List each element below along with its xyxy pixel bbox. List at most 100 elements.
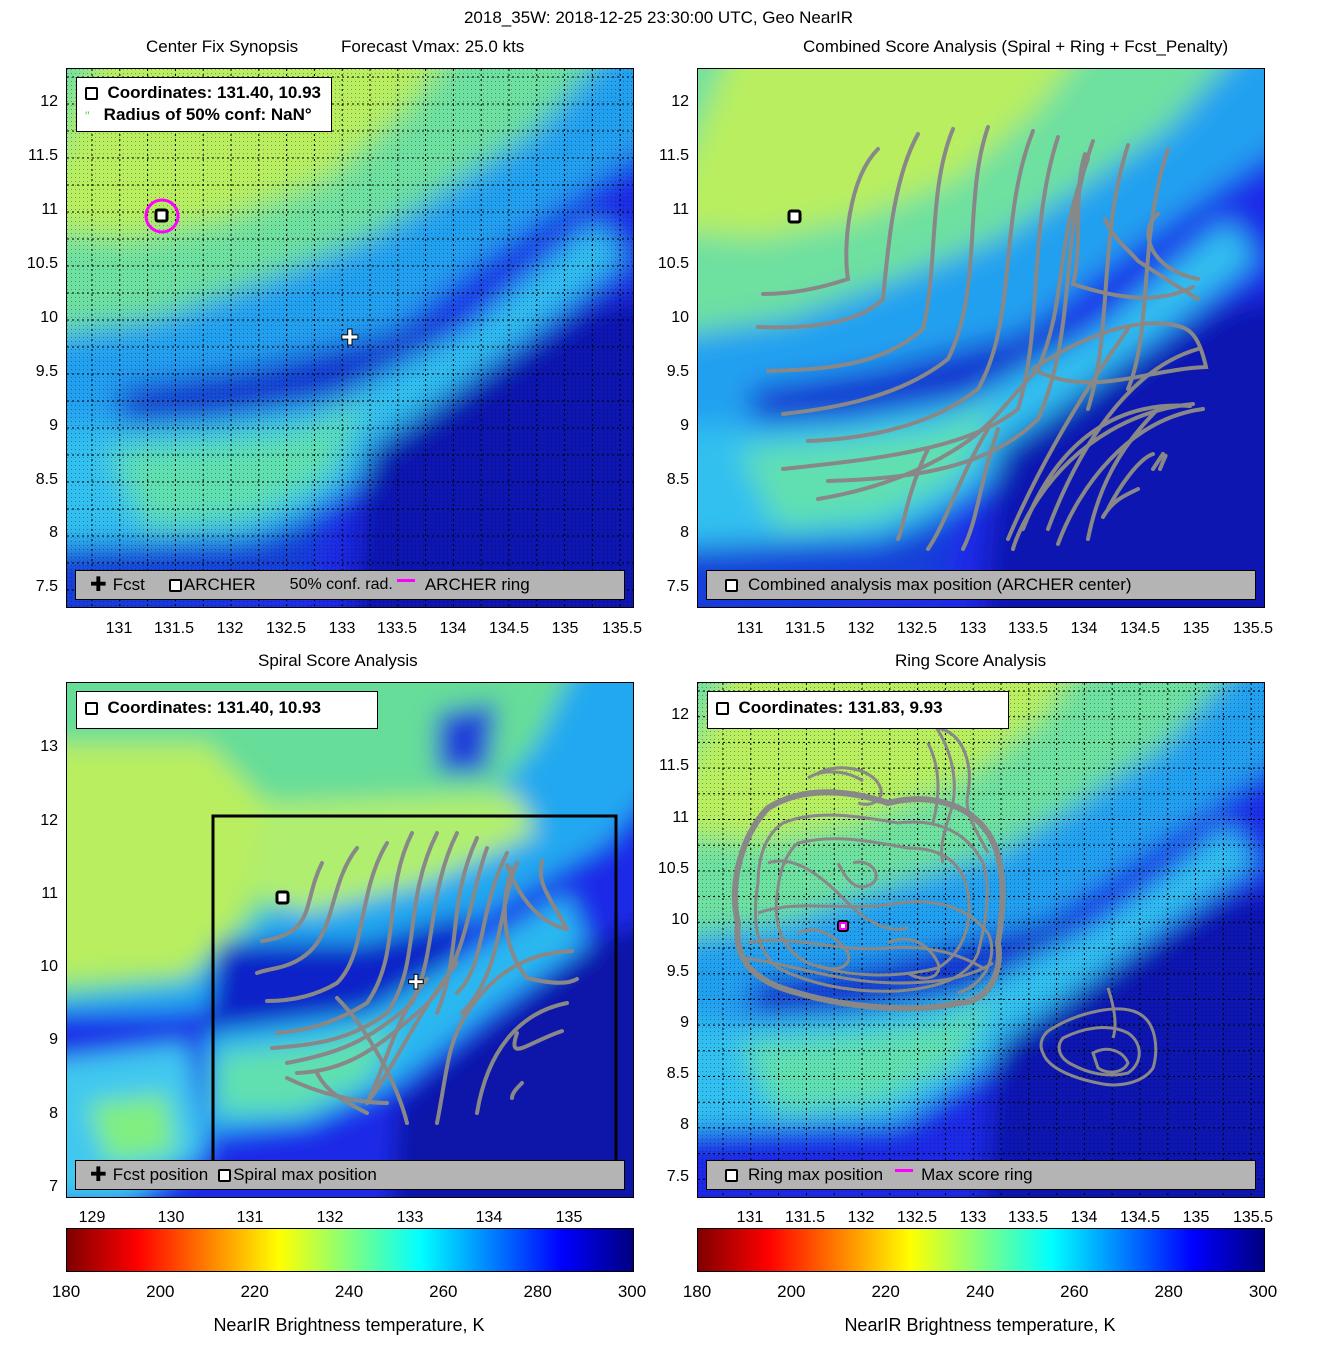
- legend-archer: ARCHER: [183, 575, 256, 594]
- combined-xtick-131: 131: [736, 620, 764, 637]
- spiral-ytick-11: 11: [41, 885, 58, 902]
- synopsis-ytick-8_5: 8.5: [35, 471, 58, 488]
- ring-ytick-10: 10: [671, 911, 689, 928]
- combined-ytick-11: 11: [672, 201, 689, 218]
- spiral-xtick-133: 133: [396, 1209, 424, 1226]
- combined-ytick-10_5: 10.5: [657, 255, 689, 272]
- combined-xtick-132_5: 132.5: [896, 620, 938, 637]
- cbar2-tick-200: 200: [777, 1282, 806, 1301]
- synopsis-xtick-131: 131: [105, 620, 133, 637]
- combined-ytick-12: 12: [671, 93, 689, 110]
- spiral-legend: ✚ Fcst position Spiral max position: [75, 1160, 625, 1190]
- combined-plot[interactable]: Combined analysis max position (ARCHER c…: [697, 68, 1265, 608]
- ring-ytick-7_5: 7.5: [666, 1168, 689, 1185]
- spiral-plot[interactable]: ✚ Coordinates: 131.40, 10.93 ✚ Fcst posi…: [66, 682, 634, 1198]
- synopsis-radius: Radius of 50% conf: NaN°: [103, 105, 312, 124]
- ring-legend-icon: [396, 578, 415, 582]
- coords-square-icon: [85, 87, 98, 101]
- ring-xtick-134: 134: [1070, 1209, 1098, 1226]
- synopsis-xtick-134: 134: [439, 620, 467, 637]
- combined-xtick-134: 134: [1070, 620, 1098, 637]
- cbar2-tick-300: 300: [1248, 1282, 1278, 1301]
- ring-plot[interactable]: Coordinates: 131.83, 9.93 Ring max posit…: [697, 682, 1265, 1198]
- combined-spiral-arms: [756, 125, 1209, 551]
- spiral-coords-icon: [85, 702, 98, 716]
- cbar2-tick-180: 180: [682, 1282, 712, 1301]
- synopsis-xtick-134_5: 134.5: [488, 620, 530, 637]
- ring-max-legend-icon: [725, 1168, 738, 1182]
- ring-ytick-8: 8: [680, 1116, 689, 1133]
- synopsis-xtick-132: 132: [216, 620, 244, 637]
- combined-title: Combined Score Analysis (Spiral + Ring +…: [803, 37, 1229, 56]
- spiral-xtick-135: 135: [555, 1209, 583, 1226]
- synopsis-legend: ✚ Fcst ARCHER 50% conf. rad. ARCHER ring: [75, 570, 625, 600]
- spiral-max-legend-icon: [218, 1168, 232, 1182]
- cbar1-tick-300: 300: [617, 1282, 647, 1301]
- ring-xtick-131_5: 131.5: [784, 1209, 826, 1226]
- ring-coords: Coordinates: 131.83, 9.93: [738, 698, 943, 717]
- cbar1-tick-200: 200: [146, 1282, 175, 1301]
- synopsis-xtick-135_5: 135.5: [601, 620, 643, 637]
- combined-legend: Combined analysis max position (ARCHER c…: [706, 570, 1256, 600]
- combined-xtick-133: 133: [959, 620, 987, 637]
- combined-max-marker[interactable]: [787, 209, 802, 224]
- combined-legend-icon: [725, 578, 738, 592]
- synopsis-title: Center Fix Synopsis: [146, 37, 299, 56]
- spiral-xtick-130: 130: [157, 1209, 185, 1226]
- archer-marker[interactable]: [154, 208, 169, 223]
- spiral-coords: Coordinates: 131.40, 10.93: [107, 698, 321, 717]
- spiral-ytick-8: 8: [49, 1105, 58, 1122]
- cbar1-tick-220: 220: [240, 1282, 269, 1301]
- synopsis-xtick-132_5: 132.5: [265, 620, 307, 637]
- synopsis-forecast-vmax: Forecast Vmax: 25.0 kts: [341, 37, 525, 56]
- combined-xtick-134_5: 134.5: [1119, 620, 1161, 637]
- combined-xtick-133_5: 133.5: [1007, 620, 1049, 637]
- combined-xtick-132: 132: [847, 620, 875, 637]
- synopsis-ytick-8: 8: [49, 524, 58, 541]
- combined-ytick-11_5: 11.5: [659, 147, 689, 164]
- synopsis-ytick-10: 10: [40, 309, 58, 326]
- legend-ring-max: Ring max position: [748, 1165, 884, 1184]
- cbar2-tick-260: 260: [1060, 1282, 1089, 1301]
- legend-max-ring: Max score ring: [921, 1165, 1033, 1184]
- cbar1-tick-280: 280: [523, 1282, 552, 1301]
- synopsis-xtick-131_5: 131.5: [153, 620, 195, 637]
- spiral-arms: [255, 831, 579, 1125]
- spiral-ytick-12: 12: [40, 812, 58, 829]
- combined-svg: [698, 69, 1264, 607]
- spiral-xtick-132: 132: [316, 1209, 344, 1226]
- spiral-coords-box: Coordinates: 131.40, 10.93: [76, 691, 378, 729]
- combined-ytick-8: 8: [680, 524, 689, 541]
- cbar1-tick-180: 180: [51, 1282, 81, 1301]
- legend-fcst: Fcst: [112, 575, 145, 594]
- synopsis-ytick-11: 11: [41, 201, 58, 218]
- cbar1-tick-260: 260: [429, 1282, 458, 1301]
- ring-ytick-10_5: 10.5: [657, 860, 689, 877]
- spiral-fcst-marker[interactable]: ✚: [407, 972, 425, 995]
- ring-contours: [731, 722, 1158, 1087]
- combined-legend-label: Combined analysis max position (ARCHER c…: [748, 575, 1132, 594]
- conf-radius-icon: ′′: [85, 109, 90, 123]
- ring-ytick-9_5: 9.5: [666, 963, 689, 980]
- ring-ytick-12: 12: [671, 706, 689, 723]
- ring-xtick-131: 131: [736, 1209, 764, 1226]
- combined-ytick-10: 10: [671, 309, 689, 326]
- synopsis-plot[interactable]: ✚ Coordinates: 131.40, 10.93 ′′ Radius o…: [66, 68, 634, 608]
- ring-xtick-132: 132: [847, 1209, 875, 1226]
- synopsis-svg: ✚: [67, 69, 633, 607]
- fcst-marker[interactable]: ✚: [340, 325, 359, 351]
- legend-fcst-position: Fcst position: [112, 1165, 209, 1184]
- legend-spiral-max: Spiral max position: [233, 1165, 377, 1184]
- archer-legend-icon: [168, 578, 182, 592]
- spiral-title: Spiral Score Analysis: [258, 651, 418, 670]
- synopsis-ytick-9: 9: [49, 417, 58, 434]
- spiral-xtick-129: 129: [78, 1209, 106, 1226]
- colorbar-right: [697, 1228, 1265, 1272]
- ring-ytick-8_5: 8.5: [666, 1065, 689, 1082]
- ring-ytick-11_5: 11.5: [659, 757, 689, 774]
- combined-ytick-9_5: 9.5: [666, 363, 689, 380]
- spiral-xtick-131: 131: [236, 1209, 264, 1226]
- spiral-max-marker[interactable]: [275, 890, 290, 905]
- spiral-fcst-legend-icon: ✚: [90, 1164, 107, 1186]
- ring-coords-box: Coordinates: 131.83, 9.93: [707, 691, 1009, 729]
